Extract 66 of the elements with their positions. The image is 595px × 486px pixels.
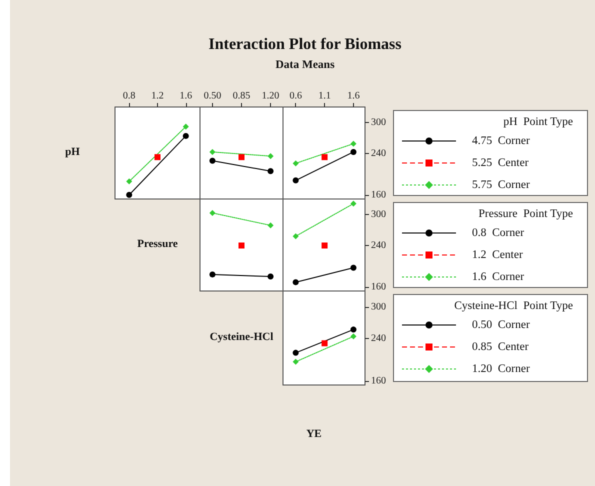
y-tick-label: 300	[371, 209, 386, 220]
x-tick-label: 0.50	[204, 90, 222, 102]
chart-title: Interaction Plot for Biomass	[208, 36, 402, 54]
y-tick-label: 300	[371, 301, 386, 312]
y-tick-label: 160	[371, 189, 386, 200]
point	[350, 333, 356, 340]
legend-title: pH Point Type	[502, 115, 574, 130]
x-tick-label: 0.8	[122, 90, 136, 102]
point	[322, 340, 328, 346]
y-tick-label: 160	[371, 375, 386, 386]
y-tick-label: 300	[371, 117, 386, 128]
legend-title: Cysteine-HCl Point Type	[453, 299, 574, 314]
y-tick-label: 160	[371, 281, 386, 292]
point	[209, 148, 216, 155]
point	[292, 358, 299, 365]
x-tick-label: 1.6	[180, 90, 192, 102]
chart-subtitle: Data Means	[275, 59, 335, 71]
legend-label: 1.2 Center	[472, 249, 523, 261]
point	[350, 326, 356, 333]
x-axis-title: YE	[306, 428, 322, 440]
point	[209, 271, 216, 278]
point	[182, 132, 189, 139]
legend-label: 0.8 Corner	[472, 227, 524, 239]
point	[322, 154, 328, 160]
point	[238, 154, 244, 160]
point	[126, 192, 132, 198]
legend-label: 5.25 Center	[472, 157, 529, 169]
legend-title: Pressure Point Type	[478, 207, 574, 222]
legend-label: 0.85 Center	[472, 341, 529, 353]
point	[350, 148, 356, 155]
x-tick-label: 1.2	[151, 90, 164, 102]
y-tick-label: 240	[371, 240, 386, 252]
point	[292, 177, 299, 184]
legend-label: 4.75 Corner	[472, 135, 530, 147]
point	[350, 264, 356, 271]
legend-label: 5.75 Corner	[472, 179, 530, 191]
y-tick-label: 240	[371, 148, 386, 160]
legend-label: 0.50 Corner	[472, 319, 530, 331]
point	[292, 279, 299, 286]
point	[322, 242, 328, 249]
point	[182, 124, 189, 130]
legend-label: 1.20 Corner	[472, 363, 530, 375]
x-tick-label: 0.85	[232, 90, 250, 102]
y-tick-label: 240	[371, 333, 386, 344]
point	[350, 140, 356, 147]
point	[268, 274, 274, 280]
point	[292, 160, 299, 166]
point	[238, 242, 244, 249]
point	[292, 350, 299, 356]
y-axis-title: Pressure	[137, 238, 178, 250]
point	[268, 222, 274, 228]
point	[268, 168, 274, 174]
point	[292, 233, 299, 240]
legend-label: 1.6 Corner	[472, 271, 524, 283]
x-tick-label: 1.20	[262, 90, 280, 102]
point	[350, 200, 356, 207]
x-tick-label: 1.6	[347, 90, 360, 102]
point	[268, 153, 274, 160]
point	[154, 154, 160, 160]
point	[209, 158, 216, 164]
x-tick-label: 0.6	[289, 90, 302, 102]
point	[209, 210, 216, 216]
point	[126, 178, 132, 184]
y-axis-title: Cysteine-HCl	[210, 331, 274, 343]
x-tick-label: 1.1	[318, 90, 331, 102]
y-axis-title: pH	[65, 146, 80, 158]
